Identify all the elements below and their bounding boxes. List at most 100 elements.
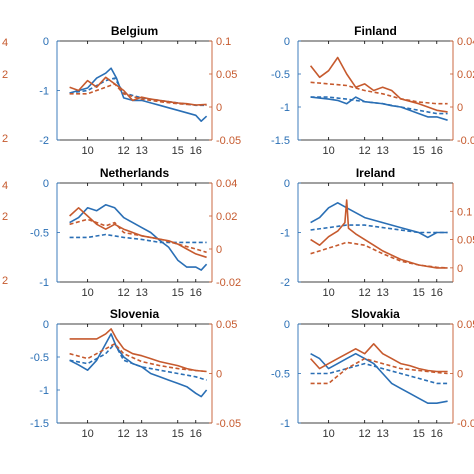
x-tick-label: 10 [323, 287, 335, 299]
series-line-right-solid [310, 342, 448, 373]
x-tick-label: 10 [82, 287, 94, 299]
y-left-tick-label: 0 [284, 319, 290, 331]
y-left-tick-label: -1.5 [30, 418, 49, 430]
cropped-tick-fragment: 2 [2, 211, 8, 223]
y-right-tick-label: -0.05 [216, 135, 241, 147]
y-right-tick-label: 0.05 [216, 69, 237, 81]
series-line-right-solid [309, 56, 448, 113]
x-tick-label: 13 [377, 287, 389, 299]
y-right-tick-label: 0 [457, 102, 463, 114]
x-tick-label: 15 [413, 428, 425, 440]
x-tick-label: 10 [82, 428, 94, 440]
series-line-right-dashed [310, 357, 448, 385]
series-line-left-solid [69, 204, 208, 271]
x-tick-label: 13 [136, 145, 148, 157]
y-left-tick-label: 0 [284, 36, 290, 48]
x-tick-label: 12 [118, 287, 130, 299]
x-tick-label: 12 [359, 145, 371, 157]
x-tick-label: 10 [323, 428, 335, 440]
y-right-tick-label: 0 [216, 102, 222, 114]
y-left-tick-label: -1 [39, 86, 49, 98]
series-group [69, 204, 208, 271]
x-tick-label: 15 [172, 428, 184, 440]
x-tick-label: 12 [359, 287, 371, 299]
panel-title: Netherlands [100, 166, 170, 180]
y-right-tick-label: -0.02 [216, 277, 241, 289]
cropped-tick-fragment: 2 [2, 275, 8, 287]
panel-4: Slovenia 10 12 13 15 16 0 -0.5 -1 -1.5 0.05 0 -0.05 [30, 307, 241, 440]
x-tick-label: 16 [190, 287, 202, 299]
series-line-left-solid [310, 202, 448, 239]
y-right-tick-label: 0 [216, 244, 222, 256]
series-line-right-solid [69, 328, 207, 373]
series-group [69, 67, 208, 122]
panel-1: Finland 10 12 13 15 16 0 -0.5 -1 -1.5 0.04 0.02 0 -0.… [271, 24, 474, 157]
x-tick-label: 13 [136, 287, 148, 299]
y-left-tick-label: -2 [39, 135, 49, 147]
y-left-tick-label: 0 [43, 36, 49, 48]
y-right-tick-label: 0.05 [457, 319, 474, 331]
series-line-right-dashed [310, 241, 448, 269]
series-line-right-dashed [69, 342, 207, 373]
series-group [310, 199, 448, 269]
panel-title: Ireland [356, 166, 395, 180]
panel-title: Slovenia [110, 307, 160, 321]
panel-title: Belgium [111, 24, 158, 38]
y-right-tick-label: 0.05 [216, 319, 237, 331]
y-left-tick-label: 0 [284, 178, 290, 190]
y-right-tick-label: -0.05 [457, 418, 474, 430]
series-group [309, 56, 448, 121]
x-tick-label: 10 [82, 145, 94, 157]
series-line-left-solid [69, 67, 208, 122]
panel-3: Ireland 10 12 13 15 16 0 -1 -2 0.1 0.05 0 [280, 166, 474, 299]
x-tick-label: 12 [118, 145, 130, 157]
series-line-left-dashed [310, 362, 448, 385]
y-right-tick-label: -0.05 [216, 418, 241, 430]
x-tick-label: 16 [190, 428, 202, 440]
y-right-tick-label: 0 [216, 369, 222, 381]
x-tick-label: 13 [136, 428, 148, 440]
panel-5: Slovakia 10 12 13 15 16 0 -0.5 -1 0.05 0 -0.05 [271, 307, 474, 440]
series-line-right-dashed [69, 83, 207, 106]
cropped-tick-fragment: 2 [2, 69, 8, 81]
y-left-tick-label: -1 [280, 228, 290, 240]
panel-title: Finland [354, 24, 397, 38]
series-line-right-dashed [69, 218, 207, 254]
series-group [69, 328, 208, 398]
y-left-tick-label: -0.5 [30, 228, 49, 240]
y-left-tick-label: -1 [39, 385, 49, 397]
y-left-tick-label: -0.5 [271, 69, 290, 81]
x-tick-label: 16 [431, 428, 443, 440]
y-right-tick-label: 0.1 [457, 206, 472, 218]
y-left-tick-label: -1.5 [271, 135, 290, 147]
series-group [310, 342, 448, 405]
x-tick-label: 13 [377, 428, 389, 440]
cropped-tick-fragment: 4 [2, 37, 8, 49]
y-right-tick-label: 0.05 [457, 235, 474, 247]
series-line-left-dashed [310, 224, 448, 234]
y-left-tick-label: -0.5 [30, 352, 49, 364]
y-right-tick-label: 0.02 [216, 211, 237, 223]
series-line-left-dashed [310, 96, 448, 115]
series-line-right-dashed [310, 81, 448, 105]
y-left-tick-label: -0.5 [271, 369, 290, 381]
panel-0: Belgium 10 12 13 15 16 0 -1 -2 0.1 0.05 0 -0.05 [39, 24, 241, 157]
x-tick-label: 15 [172, 145, 184, 157]
x-tick-label: 16 [190, 145, 202, 157]
y-right-tick-label: 0 [457, 369, 463, 381]
edge-fragments: 4 2 2 4 2 2 [2, 37, 8, 287]
x-tick-label: 12 [359, 428, 371, 440]
cropped-tick-fragment: 2 [2, 133, 8, 145]
x-tick-label: 13 [377, 145, 389, 157]
y-right-tick-label: 0.04 [457, 36, 474, 48]
y-left-tick-label: -1 [39, 277, 49, 289]
y-right-tick-label: 0.1 [216, 36, 231, 48]
y-left-tick-label: 0 [43, 319, 49, 331]
panel-2: Netherlands 10 12 13 15 16 0 -0.5 -1 0.04 0.02 0 -0.… [30, 166, 241, 299]
y-right-tick-label: 0.04 [216, 178, 237, 190]
series-line-left-solid [310, 352, 448, 405]
x-tick-label: 10 [323, 145, 335, 157]
x-tick-label: 15 [172, 287, 184, 299]
y-left-tick-label: -1 [280, 418, 290, 430]
